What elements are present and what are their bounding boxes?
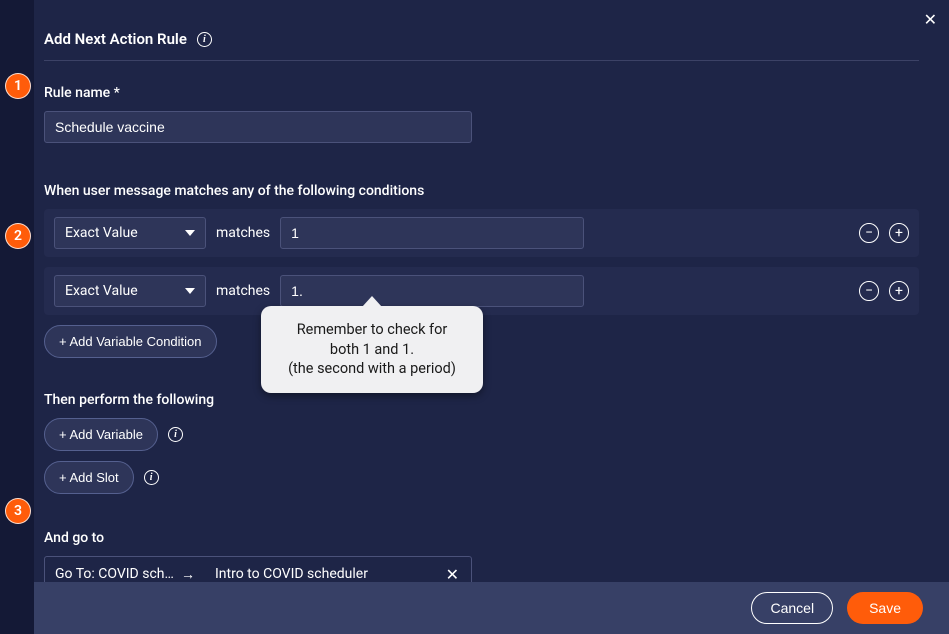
conditions-heading: When user message matches any of the fol… xyxy=(44,183,919,199)
step-badge-1: 1 xyxy=(5,73,31,99)
chevron-down-icon xyxy=(185,230,195,236)
condition-type-select[interactable]: Exact Value xyxy=(54,217,206,249)
add-condition-icon[interactable]: + xyxy=(889,223,909,243)
close-icon[interactable]: ✕ xyxy=(924,10,937,29)
condition-value-input[interactable] xyxy=(280,217,584,249)
modal-title: Add Next Action Rule xyxy=(44,30,187,48)
add-variable-condition-button[interactable]: + Add Variable Condition xyxy=(44,325,217,358)
chevron-down-icon xyxy=(185,288,195,294)
title-row: Add Next Action Rule i xyxy=(44,0,919,61)
condition-row: Exact Value matches − + xyxy=(44,209,919,257)
goto-prefix: Go To: COVID sche… → xyxy=(45,566,205,583)
matches-label: matches xyxy=(216,283,270,299)
step-badge-2: 2 xyxy=(5,223,31,249)
then-heading: Then perform the following xyxy=(44,392,919,408)
condition-row: Exact Value matches − + xyxy=(44,267,919,315)
save-button[interactable]: Save xyxy=(847,592,923,624)
tooltip-line: Remember to check for xyxy=(277,320,467,340)
remove-condition-icon[interactable]: − xyxy=(859,223,879,243)
rule-name-input[interactable] xyxy=(44,111,472,143)
condition-type-value: Exact Value xyxy=(65,283,138,299)
condition-type-value: Exact Value xyxy=(65,225,138,241)
cancel-button[interactable]: Cancel xyxy=(751,592,833,624)
tooltip-line: (the second with a period) xyxy=(277,359,467,379)
add-condition-icon[interactable]: + xyxy=(889,281,909,301)
info-icon[interactable]: i xyxy=(144,470,159,485)
footer: Cancel Save xyxy=(34,582,949,634)
condition-value-input[interactable] xyxy=(280,275,584,307)
remove-condition-icon[interactable]: − xyxy=(859,281,879,301)
matches-label: matches xyxy=(216,225,270,241)
tooltip-line: both 1 and 1. xyxy=(277,340,467,360)
modal: ✕ Add Next Action Rule i Rule name * Whe… xyxy=(34,0,949,582)
add-slot-button[interactable]: + Add Slot xyxy=(44,461,134,494)
tooltip: Remember to check for both 1 and 1. (the… xyxy=(261,306,483,393)
info-icon[interactable]: i xyxy=(197,32,212,47)
info-icon[interactable]: i xyxy=(168,427,183,442)
clear-goto-icon[interactable]: ✕ xyxy=(434,565,471,584)
add-variable-button[interactable]: + Add Variable xyxy=(44,418,158,451)
rule-name-label: Rule name * xyxy=(44,85,919,101)
arrow-right-icon: → xyxy=(181,566,195,583)
goto-heading: And go to xyxy=(44,530,919,546)
rule-name-section: Rule name * xyxy=(44,85,919,143)
condition-type-select[interactable]: Exact Value xyxy=(54,275,206,307)
step-badge-3: 3 xyxy=(5,498,31,524)
then-section: Then perform the following + Add Variabl… xyxy=(44,392,919,494)
goto-target: Intro to COVID scheduler xyxy=(205,566,434,582)
